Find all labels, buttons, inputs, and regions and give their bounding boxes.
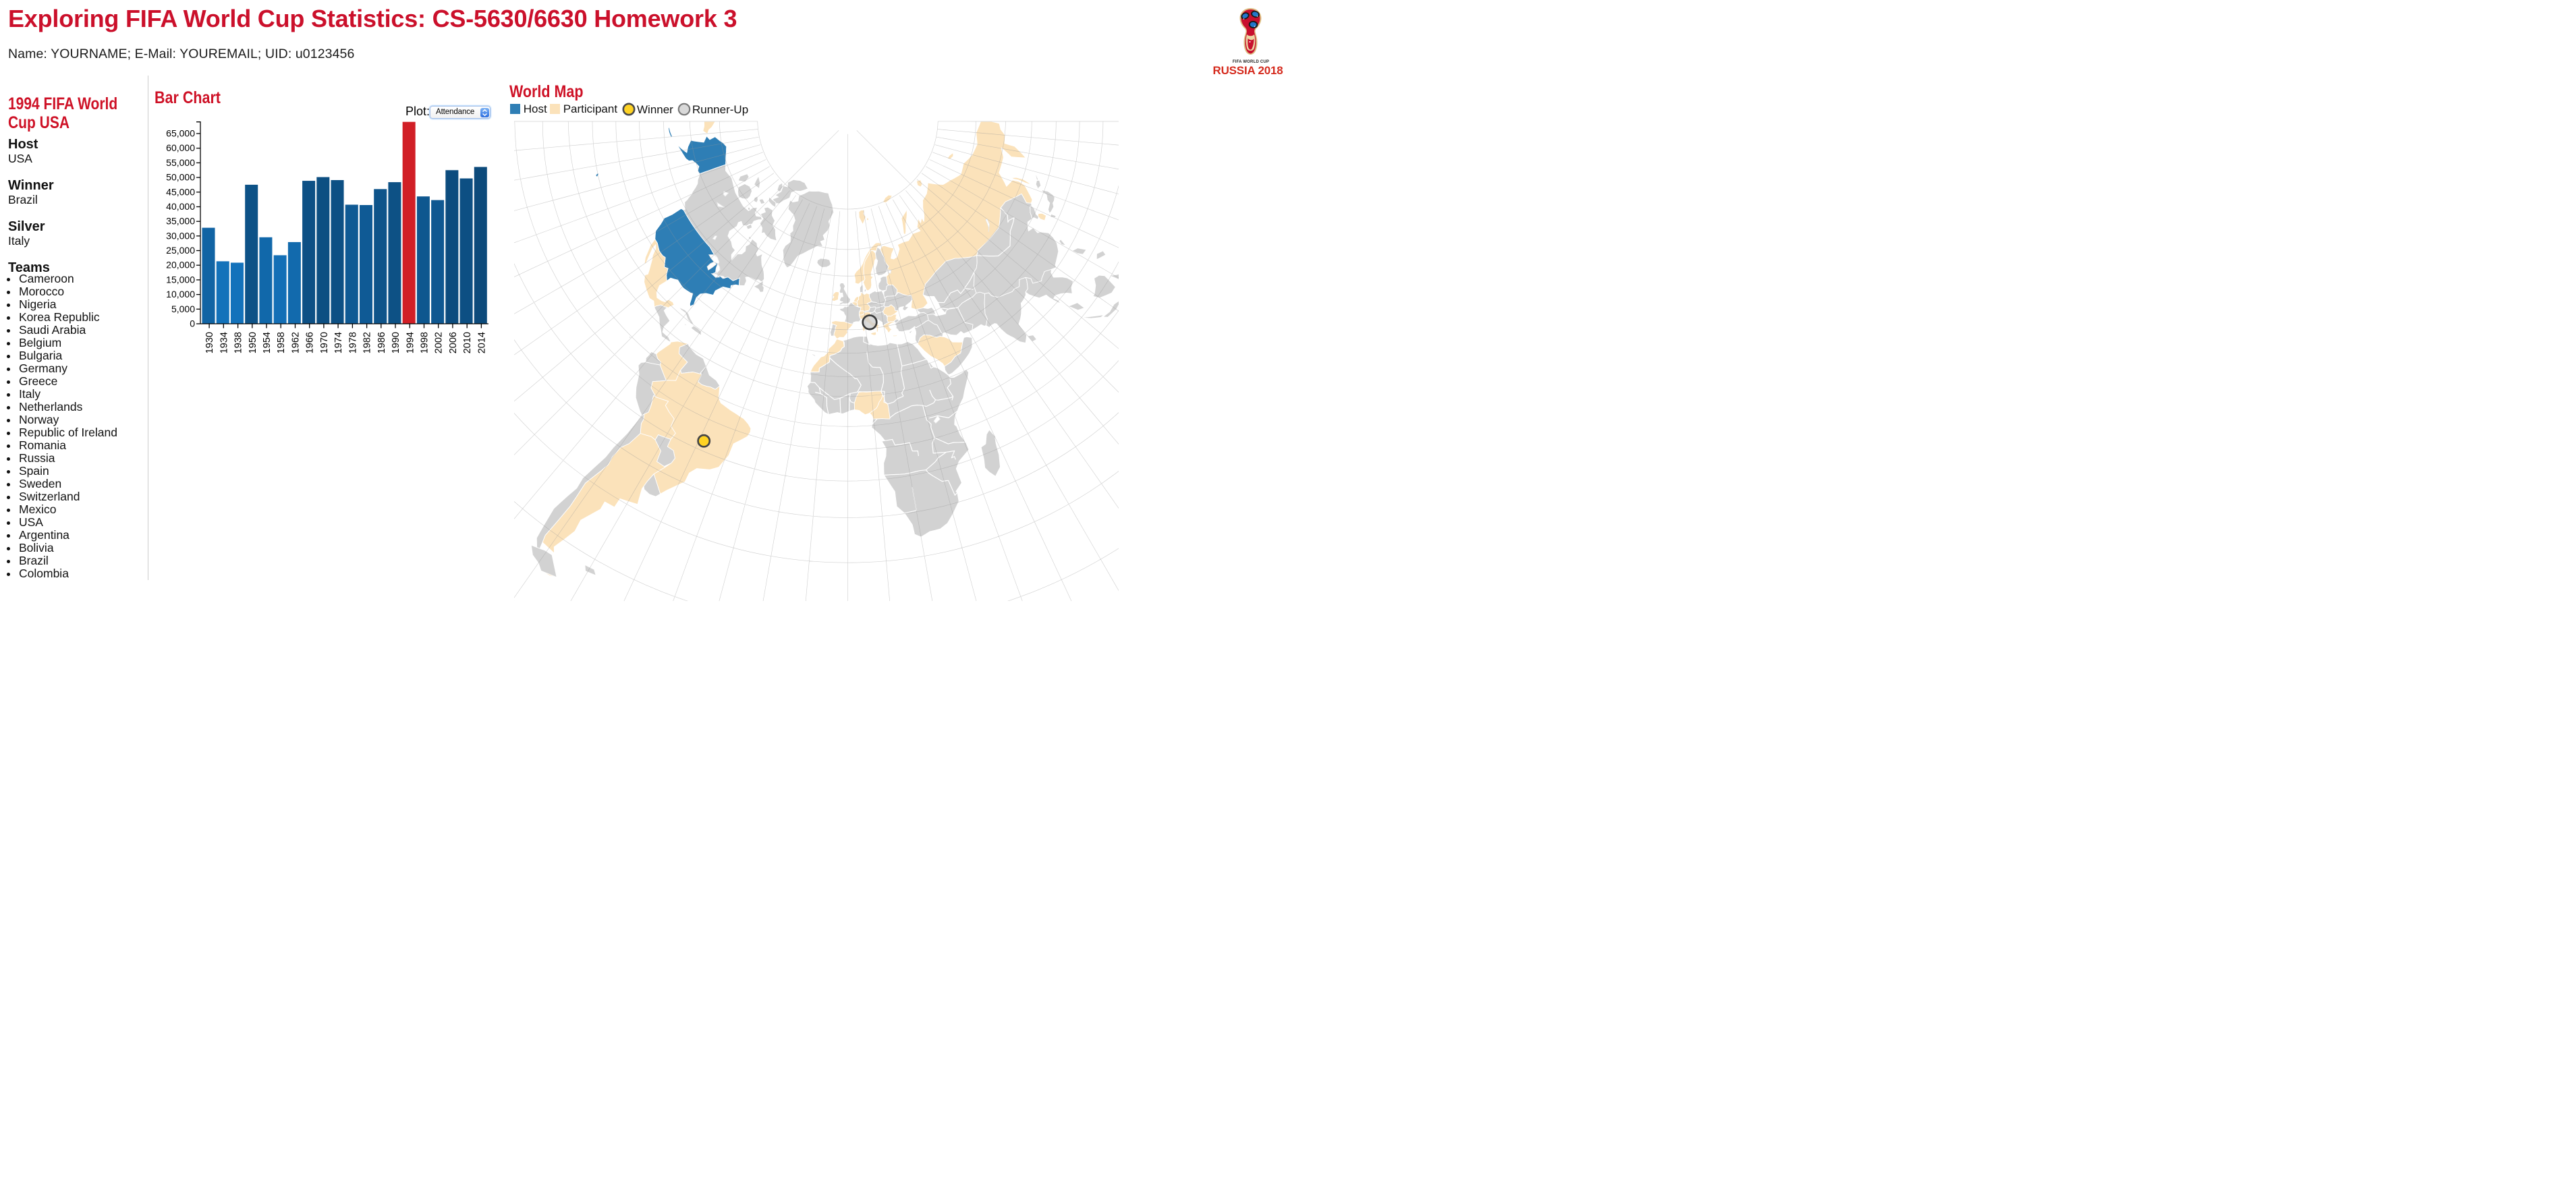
svg-text:1978: 1978 (347, 332, 358, 353)
svg-text:1970: 1970 (319, 332, 330, 353)
svg-text:20,000: 20,000 (166, 260, 195, 270)
svg-text:60,000: 60,000 (166, 142, 195, 153)
svg-text:2006: 2006 (448, 332, 459, 353)
svg-text:25,000: 25,000 (166, 245, 195, 256)
svg-text:1950: 1950 (248, 332, 258, 353)
svg-text:1962: 1962 (291, 332, 302, 353)
svg-text:1982: 1982 (362, 332, 373, 353)
svg-text:1938: 1938 (233, 332, 244, 353)
svg-text:10,000: 10,000 (166, 289, 195, 299)
svg-text:2014: 2014 (476, 332, 487, 353)
svg-text:15,000: 15,000 (166, 274, 195, 285)
svg-text:55,000: 55,000 (166, 157, 195, 168)
svg-text:1986: 1986 (376, 332, 387, 353)
svg-text:1998: 1998 (420, 332, 430, 353)
svg-text:1974: 1974 (333, 332, 344, 353)
svg-text:50,000: 50,000 (166, 172, 195, 183)
svg-text:65,000: 65,000 (166, 128, 195, 139)
svg-text:1966: 1966 (305, 332, 316, 353)
svg-text:1990: 1990 (391, 332, 401, 353)
svg-text:45,000: 45,000 (166, 186, 195, 197)
svg-text:1930: 1930 (204, 332, 215, 353)
svg-text:1994: 1994 (405, 332, 416, 353)
svg-text:1934: 1934 (219, 332, 229, 353)
svg-text:35,000: 35,000 (166, 216, 195, 227)
svg-text:1958: 1958 (276, 332, 287, 353)
svg-text:30,000: 30,000 (166, 230, 195, 241)
svg-text:2010: 2010 (462, 332, 473, 353)
svg-text:5,000: 5,000 (171, 304, 195, 314)
svg-text:0: 0 (190, 318, 195, 329)
svg-text:40,000: 40,000 (166, 201, 195, 212)
svg-text:2002: 2002 (434, 332, 445, 353)
svg-text:1954: 1954 (262, 332, 273, 353)
